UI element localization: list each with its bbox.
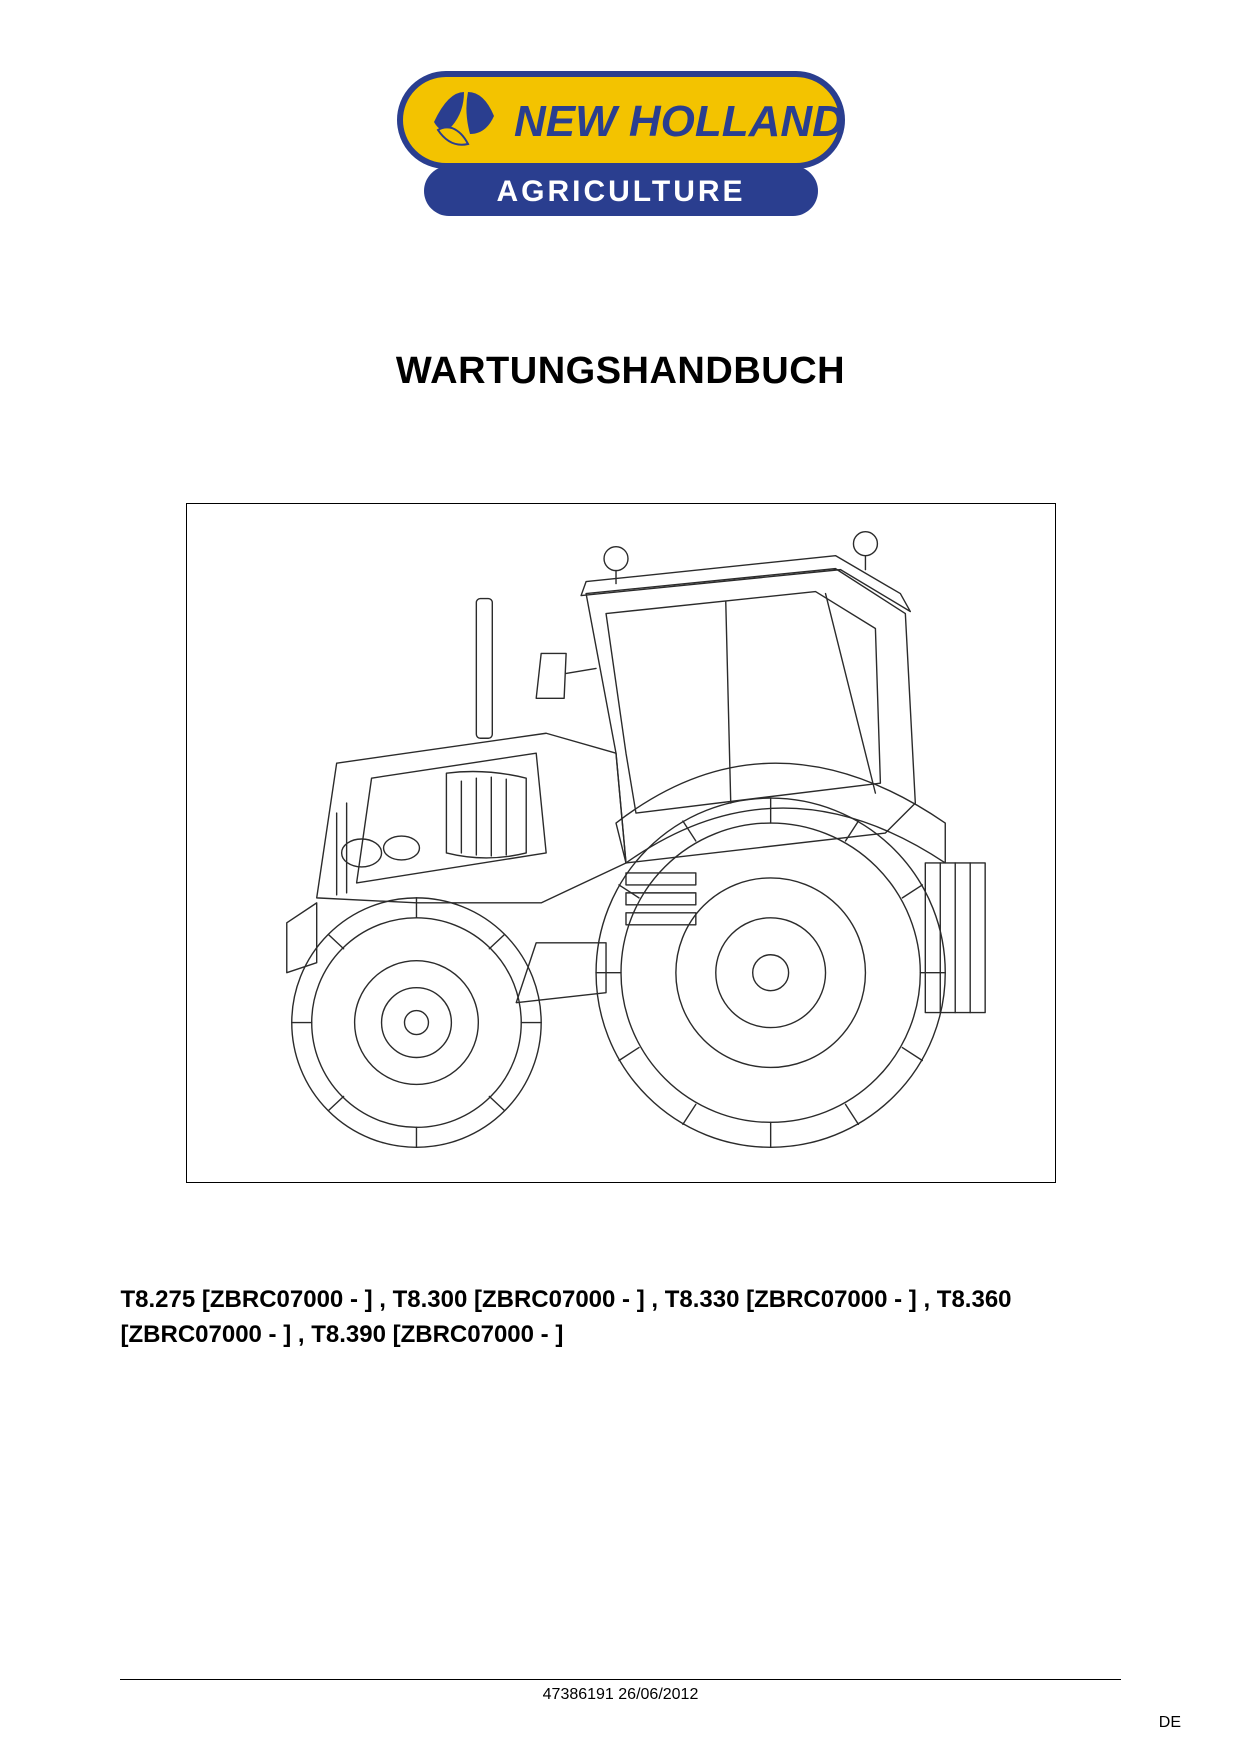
language-code: DE bbox=[1159, 1714, 1181, 1732]
brand-logo: NEW HOLLAND AGRICULTURE bbox=[396, 70, 846, 220]
logo-brand-text: NEW HOLLAND bbox=[514, 97, 844, 146]
document-id-date: 47386191 26/06/2012 bbox=[543, 1686, 699, 1704]
document-title: WARTUNGSHANDBUCH bbox=[396, 350, 845, 393]
document-page: NEW HOLLAND AGRICULTURE WARTUNGSHANDBUCH bbox=[0, 0, 1241, 1754]
page-footer: 47386191 26/06/2012 bbox=[120, 1679, 1121, 1704]
product-illustration-frame bbox=[186, 503, 1056, 1183]
model-list: T8.275 [ZBRC07000 - ] , T8.300 [ZBRC0700… bbox=[121, 1283, 1121, 1353]
new-holland-logo-icon: NEW HOLLAND AGRICULTURE bbox=[396, 70, 846, 220]
logo-subbrand-text: AGRICULTURE bbox=[496, 175, 745, 208]
tractor-line-drawing-icon bbox=[187, 503, 1055, 1183]
